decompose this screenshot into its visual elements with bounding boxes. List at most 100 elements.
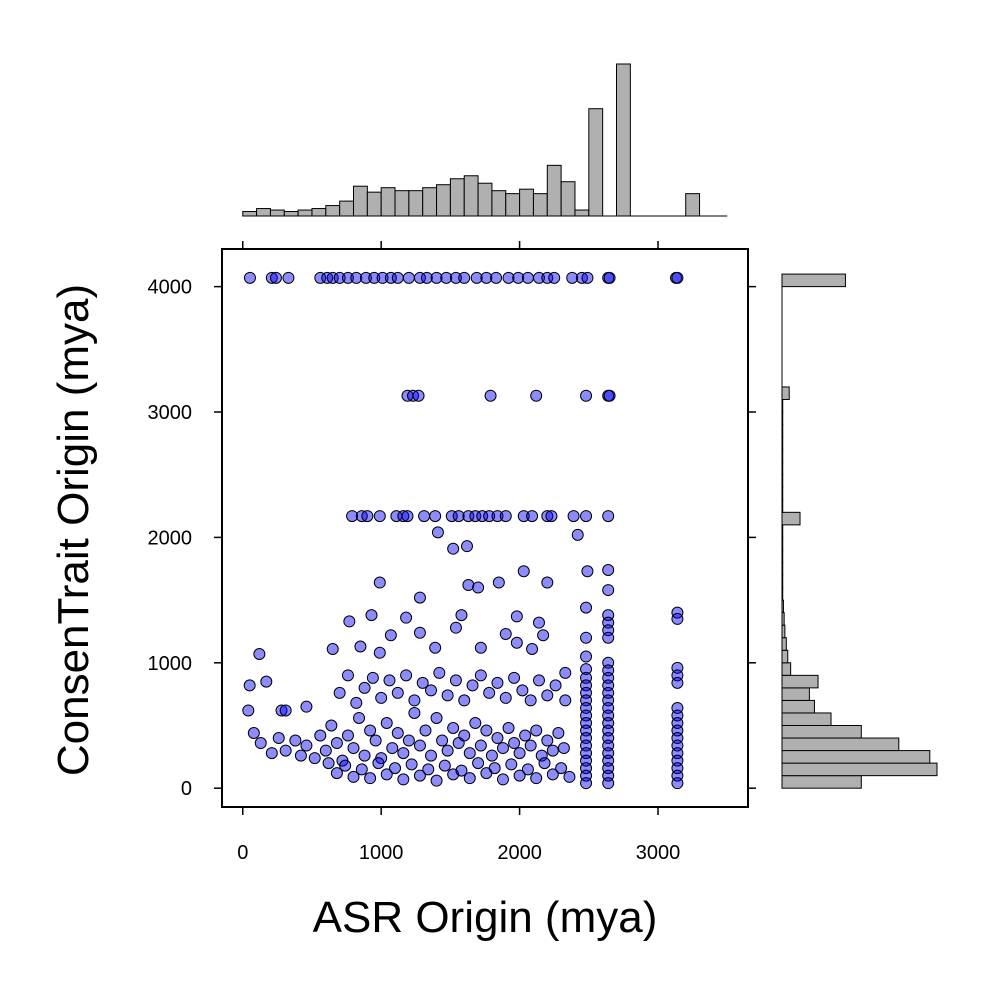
data-point [425,749,438,762]
data-point [455,764,468,777]
data-point [566,271,579,284]
data-point [455,609,468,622]
data-point [265,271,278,284]
data-point [376,271,389,284]
data-point [347,770,360,783]
x-axis-ticks: 0 1000 2000 3000 [237,241,680,864]
data-point [433,666,446,679]
data-point [474,669,487,682]
data-point [517,565,530,578]
data-point [480,271,493,284]
data-point [282,271,295,284]
data-point [422,763,435,776]
data-point [402,734,415,747]
data-point [425,684,438,697]
top-hist-bar [546,164,562,217]
data-point [580,389,593,402]
data-point [552,727,565,740]
data-point [472,581,485,594]
right-hist-bar [781,662,792,676]
plot-frame [221,248,749,808]
right-hist-bar [781,449,784,463]
data-point [419,724,432,737]
data-point [480,724,493,737]
data-point [546,744,559,757]
data-point [368,271,381,284]
data-point [671,612,684,625]
data-point [445,510,458,523]
right-hist-bar [781,411,784,426]
data-point [413,739,426,752]
data-point [355,763,368,776]
data-point [530,772,543,785]
data-point [526,643,539,656]
data-point [502,722,515,735]
data-point [346,510,359,523]
data-point [326,643,339,656]
data-point [260,675,273,688]
data-point [314,729,327,742]
data-point [330,737,343,750]
data-point [386,742,399,755]
data-point [516,684,529,697]
right-hist-bar [781,674,819,689]
data-point [420,271,433,284]
data-point [408,706,421,719]
data-point [413,271,426,284]
data-point [300,739,313,752]
right-hist-bar [781,474,784,488]
data-point [440,271,453,284]
top-hist-bar [394,190,410,217]
top-hist-bar [616,63,631,217]
data-point [530,724,543,737]
data-point [458,271,471,284]
data-point [499,510,512,523]
top-hist-bar [339,200,355,217]
right-hist-bar [781,624,786,639]
data-point [359,271,372,284]
top-hist-bar [353,185,368,217]
top-hist-bar [380,187,396,217]
right-hist-bar [781,712,832,726]
data-point [580,777,593,790]
y-axis-ticks: 0 1000 2000 3000 4000 [148,277,756,800]
data-point [541,689,554,702]
data-point [412,389,425,402]
data-point [375,691,388,704]
top-hist-bar [588,108,604,217]
data-point [555,762,568,775]
right-hist-bar [781,762,938,777]
data-point [581,565,594,578]
data-point [545,510,558,523]
data-point [499,691,512,704]
right-hist-bar [781,750,931,764]
data-point [339,759,352,772]
data-point [242,704,255,717]
right-hist-bar [781,724,862,739]
data-point [416,676,429,689]
data-point [559,694,572,707]
data-point [466,679,479,692]
x-tick-label: 1000 [359,842,404,864]
data-point [333,686,346,699]
right-hist-bar [781,398,784,413]
data-point [508,737,521,750]
data-point [358,681,371,694]
data-point [548,271,561,284]
data-point [470,271,483,284]
x-axis-title: ASR Origin (mya) [313,893,658,942]
data-point [549,679,562,692]
data-point [484,389,497,402]
data-point [441,744,454,757]
data-point [391,271,404,284]
data-point [571,528,584,541]
data-point [269,271,282,284]
data-point [397,773,410,786]
data-point [535,749,548,762]
data-point [319,744,332,757]
data-point [521,271,534,284]
data-point [496,773,509,786]
data-point [472,757,485,770]
data-point [418,510,431,523]
data-point [488,762,501,775]
